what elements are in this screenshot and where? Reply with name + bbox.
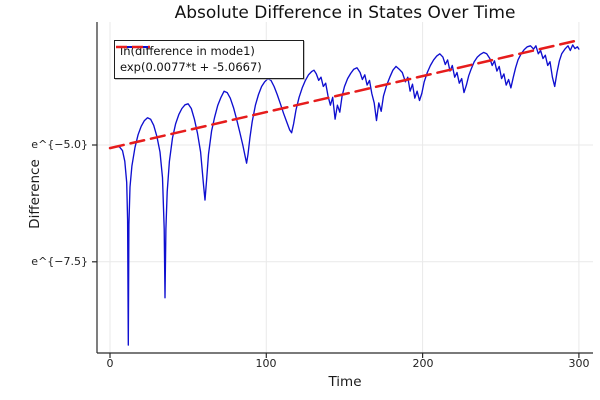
y-tick-label-e-5: e^{−5.0} xyxy=(31,138,88,151)
legend-label-exp-fit: exp(0.0077*t + -5.0667) xyxy=(120,60,262,74)
x-tick-label-100: 100 xyxy=(255,357,277,370)
legend: ln(difference in mode1) exp(0.0077*t + -… xyxy=(114,40,304,79)
x-tick-label-200: 200 xyxy=(412,357,434,370)
gridlines xyxy=(97,22,593,353)
x-axis-label: Time xyxy=(328,374,362,390)
chart-title: Absolute Difference in States Over Time xyxy=(174,3,516,23)
red-dashed-line-sample xyxy=(116,45,150,49)
blue-series-line xyxy=(109,44,580,346)
series-lines xyxy=(108,38,581,346)
y-tick-label-e-7-5: e^{−7.5} xyxy=(31,255,88,268)
legend-item-exp-fit: exp(0.0077*t + -5.0667) xyxy=(116,45,297,75)
x-tick-label-0: 0 xyxy=(106,357,114,370)
y-axis-label: Difference xyxy=(27,159,43,229)
x-tick-label-300: 300 xyxy=(568,357,590,370)
red-fit-line xyxy=(108,38,581,150)
axis-ticks xyxy=(92,144,580,358)
legend-label-ln-difference: ln(difference in mode1) xyxy=(120,44,255,58)
